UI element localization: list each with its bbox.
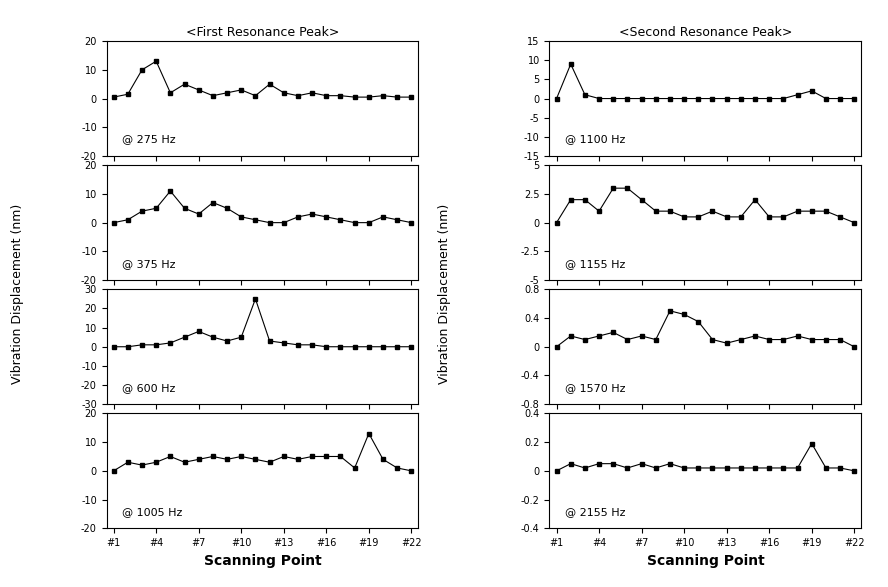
Text: @ 600 Hz: @ 600 Hz bbox=[123, 383, 176, 393]
Title: <First Resonance Peak>: <First Resonance Peak> bbox=[186, 25, 339, 39]
X-axis label: Scanning Point: Scanning Point bbox=[203, 554, 321, 568]
Text: @ 1155 Hz: @ 1155 Hz bbox=[565, 259, 625, 269]
Text: @ 1005 Hz: @ 1005 Hz bbox=[123, 507, 183, 517]
Text: @ 1100 Hz: @ 1100 Hz bbox=[565, 134, 625, 144]
Text: @ 275 Hz: @ 275 Hz bbox=[123, 134, 176, 144]
Title: <Second Resonance Peak>: <Second Resonance Peak> bbox=[619, 25, 792, 39]
Text: Vibration Displacement (nm): Vibration Displacement (nm) bbox=[438, 203, 450, 384]
Text: @ 1570 Hz: @ 1570 Hz bbox=[565, 383, 625, 393]
Text: @ 2155 Hz: @ 2155 Hz bbox=[565, 507, 625, 517]
Text: Vibration Displacement (nm): Vibration Displacement (nm) bbox=[12, 203, 24, 384]
Text: @ 375 Hz: @ 375 Hz bbox=[123, 259, 176, 269]
X-axis label: Scanning Point: Scanning Point bbox=[646, 554, 765, 568]
